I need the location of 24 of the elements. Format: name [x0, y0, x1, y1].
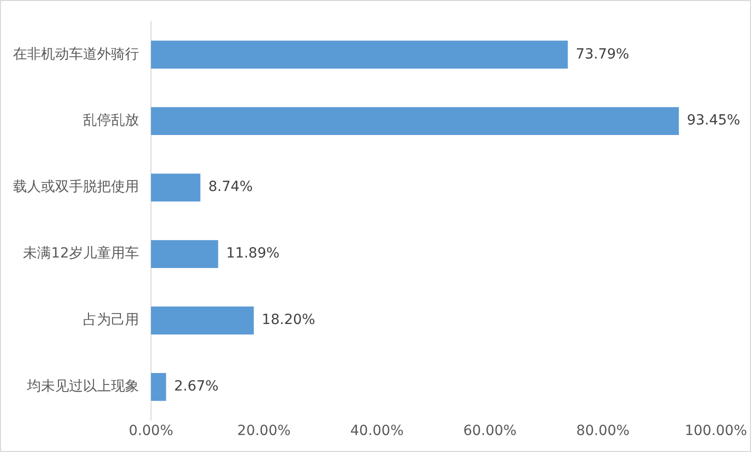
y-tick-label: 均未见过以上现象 — [26, 378, 139, 395]
bar — [151, 373, 166, 401]
x-tick-label: 20.00% — [237, 423, 291, 440]
data-label: 73.79% — [576, 46, 630, 62]
x-tick-label: 0.00% — [128, 423, 174, 440]
data-label: 11.89% — [226, 246, 280, 262]
x-tick-label: 80.00% — [576, 423, 630, 440]
y-tick-label: 乱停乱放 — [83, 112, 139, 129]
y-tick-label: 在非机动车道外骑行 — [13, 46, 139, 62]
y-tick-label: 占为己用 — [83, 312, 139, 328]
x-tick-label: 60.00% — [463, 423, 517, 440]
y-tick-label: 载人或双手脱把使用 — [13, 179, 139, 196]
bar — [151, 306, 254, 334]
y-tick-label: 未满12岁儿童用车 — [23, 246, 139, 262]
bar — [151, 107, 679, 136]
data-label: 18.20% — [262, 312, 316, 328]
x-tick-label: 100.00% — [684, 423, 748, 440]
bar — [151, 40, 568, 69]
bar — [151, 174, 200, 202]
data-label: 8.74% — [208, 179, 253, 196]
data-label: 93.45% — [686, 112, 740, 129]
bar — [151, 240, 218, 268]
x-tick-label: 40.00% — [350, 423, 404, 440]
data-label: 2.67% — [174, 378, 219, 395]
